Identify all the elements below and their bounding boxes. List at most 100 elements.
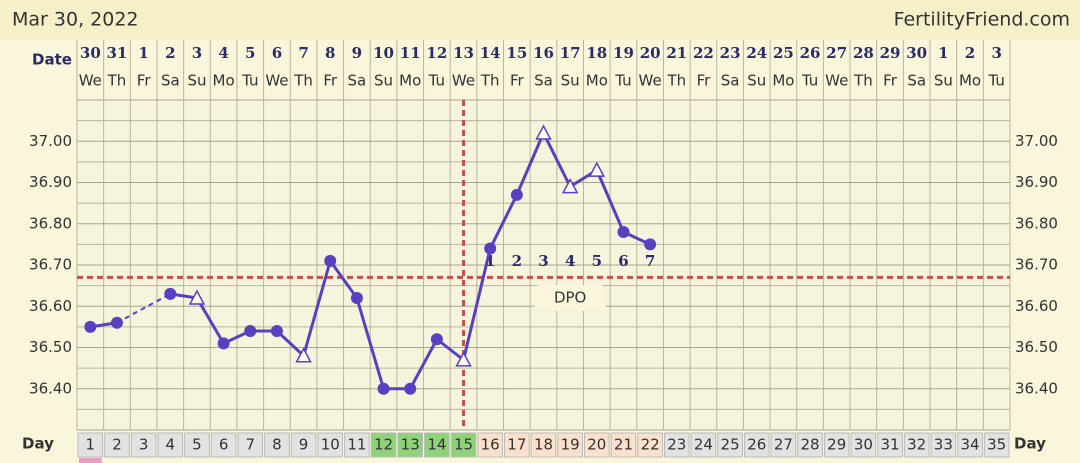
date-number: 22 (693, 44, 714, 62)
date-number: 1 (138, 44, 148, 62)
weekday: Fr (883, 72, 898, 90)
site-name: FertilityFriend.com (894, 9, 1070, 31)
day-number: 29 (827, 436, 846, 454)
y-tick-label: 37.00 (29, 132, 72, 150)
day-number: 18 (534, 436, 553, 454)
temp-point (324, 254, 337, 267)
weekday: Sa (721, 72, 740, 90)
y-tick-label-right: 36.40 (1015, 379, 1058, 397)
date-number: 11 (400, 44, 421, 62)
day-cell (610, 432, 637, 458)
weekday: Mo (399, 72, 421, 90)
weekday: Tu (987, 72, 1004, 90)
date-number: 18 (586, 44, 607, 62)
dpo-number: 2 (512, 252, 522, 270)
date-number: 16 (533, 44, 554, 62)
day-number: 1 (86, 436, 96, 454)
day-cell (397, 432, 424, 458)
weekday: We (825, 72, 848, 90)
weekday: Th (293, 72, 313, 90)
day-cell (477, 432, 504, 458)
weekday: We (639, 72, 662, 90)
day-cell (450, 432, 477, 458)
dpo-number: 3 (538, 252, 548, 270)
y-tick-label: 36.70 (29, 256, 72, 274)
weekday: Fr (137, 72, 152, 90)
day-cell (877, 432, 903, 458)
weekday: Tu (241, 72, 258, 90)
day-number: 24 (694, 436, 713, 454)
day-number: 11 (347, 436, 366, 454)
day-cell (930, 432, 957, 458)
day-cell (557, 432, 583, 458)
day-cell (690, 432, 717, 458)
day-cell (663, 432, 690, 458)
dpo-box (534, 285, 607, 311)
day-cell (504, 432, 530, 458)
date-number: 2 (165, 44, 175, 62)
date-number: 6 (272, 44, 282, 62)
temp-point (110, 316, 123, 329)
y-tick-label-right: 36.70 (1015, 256, 1058, 274)
day-number: 16 (481, 436, 500, 454)
day-number: 28 (801, 436, 820, 454)
temp-point (510, 188, 523, 201)
day-cell (770, 432, 797, 458)
date-number: 7 (298, 44, 308, 62)
day-label-right: Day (1014, 435, 1046, 453)
day-number: 13 (401, 436, 420, 454)
dpo-number: 4 (565, 252, 575, 270)
day-cell (797, 432, 823, 458)
temp-point-open (295, 347, 312, 363)
dpo-number: 7 (645, 252, 655, 270)
weekday: Mo (586, 72, 608, 90)
chart-title: Mar 30, 2022 (12, 9, 139, 31)
day-cell (583, 432, 610, 458)
day-number: 4 (166, 436, 176, 454)
date-number: 28 (853, 44, 874, 62)
day-number: 14 (427, 436, 446, 454)
temp-point (244, 325, 257, 337)
day-cell (264, 432, 290, 458)
dpo-label: DPO (554, 289, 586, 307)
temp-point (617, 226, 630, 238)
y-tick-label-right: 36.50 (1015, 338, 1058, 356)
date-number: 1 (938, 44, 948, 62)
weekday: Tu (614, 72, 631, 90)
date-number: 25 (773, 44, 794, 62)
weekday: Sa (348, 72, 367, 90)
date-number: 13 (453, 44, 474, 62)
weekday: Th (666, 72, 686, 90)
day-cell (290, 432, 317, 458)
date-label: Date (32, 51, 72, 69)
weekday: Sa (907, 72, 926, 90)
day-cell (983, 432, 1010, 458)
y-tick-label-right: 36.60 (1015, 297, 1058, 315)
dpo-number: 6 (618, 252, 628, 270)
day-number: 9 (299, 436, 309, 454)
day-number: 23 (667, 436, 686, 454)
date-number: 23 (720, 44, 741, 62)
temp-point (270, 325, 283, 337)
day-number: 26 (747, 436, 766, 454)
day-cell (637, 432, 663, 458)
day-number: 12 (374, 436, 393, 454)
temp-point (84, 320, 97, 333)
temp-point (404, 382, 417, 395)
date-number: 9 (352, 44, 362, 62)
date-number: 5 (245, 44, 255, 62)
temp-point (164, 287, 177, 300)
day-number: 15 (454, 436, 473, 454)
date-number: 26 (800, 44, 821, 62)
day-label-left: Day (22, 435, 54, 453)
date-number: 19 (613, 44, 634, 62)
day-cell (424, 432, 450, 458)
temp-point (350, 292, 363, 304)
temp-point-open (535, 124, 552, 140)
gap-bridge (116, 292, 171, 324)
y-tick-label: 36.60 (29, 297, 72, 315)
y-tick-label: 36.80 (29, 214, 72, 232)
day-number: 32 (907, 436, 926, 454)
temp-point (377, 382, 390, 395)
